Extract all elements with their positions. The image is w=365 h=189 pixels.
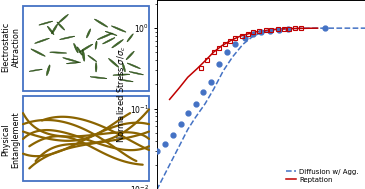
Polygon shape: [63, 58, 79, 62]
Polygon shape: [57, 22, 65, 30]
Polygon shape: [74, 43, 78, 53]
Text: Physical
Entanglement: Physical Entanglement: [1, 112, 20, 168]
Polygon shape: [29, 69, 42, 71]
Bar: [23, 96, 149, 181]
Polygon shape: [122, 63, 126, 72]
Polygon shape: [46, 65, 50, 76]
Polygon shape: [105, 31, 117, 36]
Polygon shape: [129, 72, 143, 75]
Bar: [23, 6, 149, 91]
Polygon shape: [82, 50, 85, 61]
Polygon shape: [95, 19, 108, 27]
Polygon shape: [112, 40, 123, 48]
Polygon shape: [87, 29, 91, 38]
Polygon shape: [35, 38, 49, 43]
Polygon shape: [66, 62, 81, 64]
Polygon shape: [111, 26, 126, 32]
Polygon shape: [88, 55, 97, 62]
Polygon shape: [47, 26, 54, 35]
Polygon shape: [119, 79, 133, 82]
Polygon shape: [95, 63, 97, 72]
Polygon shape: [103, 38, 115, 44]
Polygon shape: [58, 14, 68, 23]
Polygon shape: [50, 52, 67, 53]
Polygon shape: [59, 36, 75, 40]
Polygon shape: [127, 63, 141, 69]
Polygon shape: [127, 34, 133, 42]
Polygon shape: [51, 24, 58, 34]
Polygon shape: [39, 21, 53, 25]
Y-axis label: Normalized Stress $\sigma/\sigma_c$: Normalized Stress $\sigma/\sigma_c$: [116, 46, 128, 143]
Polygon shape: [80, 44, 93, 52]
Text: Electrostatic
Attraction: Electrostatic Attraction: [1, 22, 20, 72]
Legend: Diffusion w/ Agg., Reptation: Diffusion w/ Agg., Reptation: [283, 166, 361, 186]
Polygon shape: [113, 74, 130, 75]
Polygon shape: [126, 51, 134, 60]
Polygon shape: [97, 33, 112, 40]
Polygon shape: [90, 77, 107, 79]
Polygon shape: [77, 47, 82, 55]
Polygon shape: [95, 41, 97, 49]
Polygon shape: [109, 58, 119, 67]
Polygon shape: [31, 49, 45, 56]
